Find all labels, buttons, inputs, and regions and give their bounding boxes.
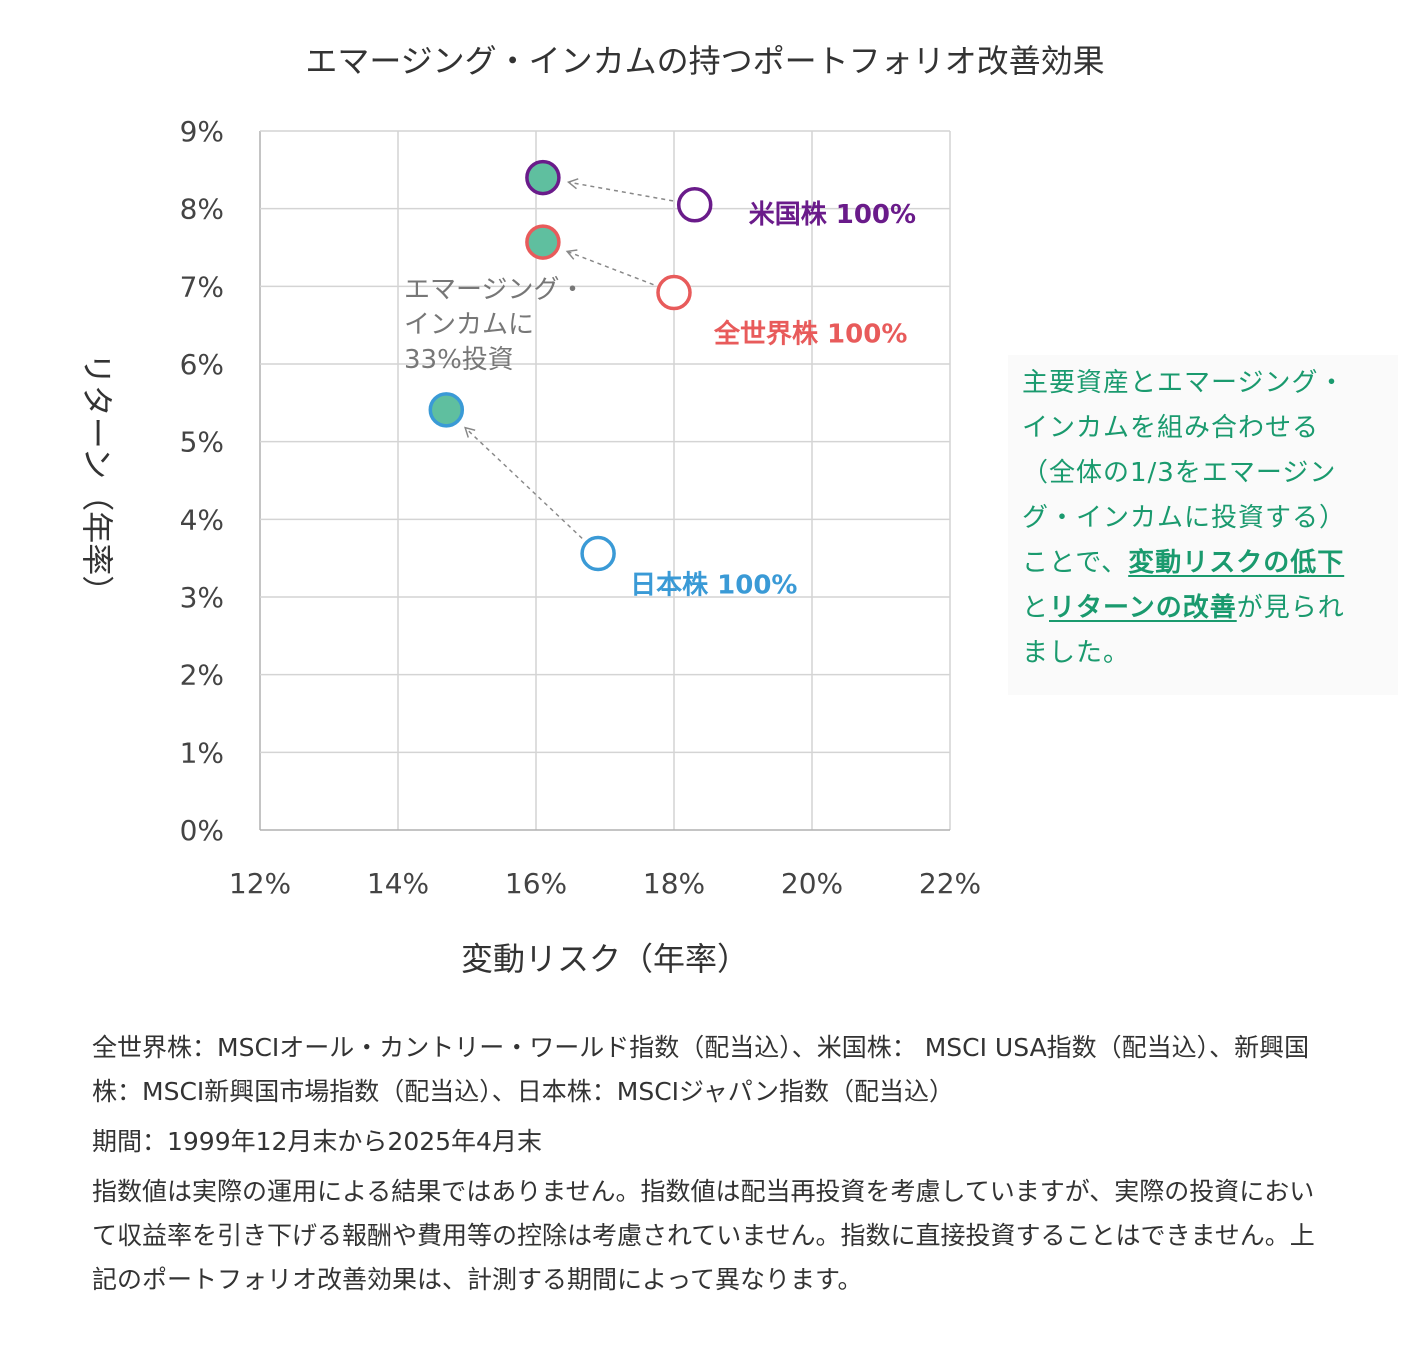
x-tick-label: 16%	[505, 867, 567, 900]
shift-arrows	[464, 178, 674, 539]
callout-text: と	[1022, 593, 1050, 623]
annotation-line-2: インカムに	[404, 310, 534, 340]
callout-line-7: ました。	[1022, 638, 1131, 668]
footnote-period: 期間：1999年12月末から2025年4月末	[92, 1127, 542, 1156]
base-portfolio-point	[676, 187, 713, 223]
x-tick-label: 14%	[367, 867, 429, 900]
y-tick-label: 0%	[180, 814, 224, 847]
x-axis-ticks: 12% 14% 16% 18% 20% 22%	[229, 867, 981, 900]
mixed-portfolio-point	[428, 392, 465, 428]
callout-box: 主要資産とエマージング・ インカムを組み合わせる （全体の1/3をエマージン グ…	[1008, 355, 1398, 695]
series-labels: 米国株 100% 全世界株 100% 日本株 100%	[630, 200, 916, 601]
callout-line-4: グ・インカムに投資する）	[1022, 503, 1347, 533]
y-tick-label: 9%	[180, 115, 224, 148]
series-label: 日本株 100%	[630, 571, 797, 601]
y-tick-label: 4%	[180, 503, 224, 536]
callout-line-2: インカムを組み合わせる	[1022, 413, 1320, 443]
mixed-portfolio-point	[525, 224, 561, 260]
y-tick-label: 5%	[180, 426, 224, 459]
y-tick-label: 6%	[180, 348, 224, 381]
series-label: 全世界株 100%	[713, 319, 907, 350]
y-axis-ticks: 0% 1% 2% 3% 4% 5% 6% 7% 8% 9%	[180, 115, 224, 847]
x-tick-label: 20%	[781, 867, 843, 900]
y-tick-label: 8%	[180, 193, 224, 226]
y-tick-label: 3%	[180, 581, 224, 614]
x-tick-label: 12%	[229, 867, 291, 900]
callout-line-5: ことで、変動リスクの低下	[1022, 541, 1388, 586]
shift-arrow	[566, 178, 674, 202]
callout-text: ことで、	[1022, 548, 1129, 578]
scatter-chart: エマージング・インカムの持つポートフォリオ改善効果 12% 14% 16% 18% 20…	[78, 42, 1105, 978]
y-tick-label: 2%	[180, 659, 224, 692]
callout-line-3: （全体の1/3をエマージン	[1022, 458, 1337, 488]
mixed-portfolio-point	[525, 159, 561, 196]
callout-text: が見られ	[1236, 593, 1345, 623]
base-portfolio-point	[580, 535, 616, 572]
grid	[259, 130, 951, 831]
callout-emphasis-return: リターンの改善	[1049, 593, 1237, 623]
shift-arrow	[464, 426, 583, 539]
data-points	[428, 159, 713, 572]
series-label: 米国株 100%	[749, 200, 916, 230]
x-axis-label: 変動リスク（年率）	[461, 940, 749, 978]
callout-line-6: とリターンの改善が見られ	[1022, 586, 1388, 631]
y-tick-label: 1%	[180, 736, 224, 769]
chart-title: エマージング・インカムの持つポートフォリオ改善効果	[305, 42, 1104, 80]
annotation-line-1: エマージング・	[404, 275, 585, 305]
x-tick-label: 18%	[643, 867, 705, 900]
footnote-indices: 全世界株：MSCIオール・カントリー・ワールド指数（配当込）、米国株： MSCI…	[92, 1033, 1310, 1106]
x-tick-label: 22%	[919, 867, 981, 900]
y-tick-label: 7%	[180, 270, 224, 303]
callout-emphasis-risk: 変動リスクの低下	[1128, 548, 1345, 578]
annotation-line-3: 33%投資	[404, 345, 514, 375]
callout-line-1: 主要資産とエマージング・	[1022, 368, 1346, 398]
annotation-emerging-income: エマージング・ インカムに 33%投資	[404, 275, 594, 375]
base-portfolio-point	[656, 274, 692, 311]
footnote-disclaimer: 指数値は実際の運用による結果ではありません。指数値は配当再投資を考慮していますが…	[92, 1177, 1315, 1294]
footnotes: 全世界株：MSCIオール・カントリー・ワールド指数（配当込）、米国株： MSCI…	[92, 1026, 1322, 1308]
y-axis-label: リターン（年率）	[78, 353, 116, 607]
